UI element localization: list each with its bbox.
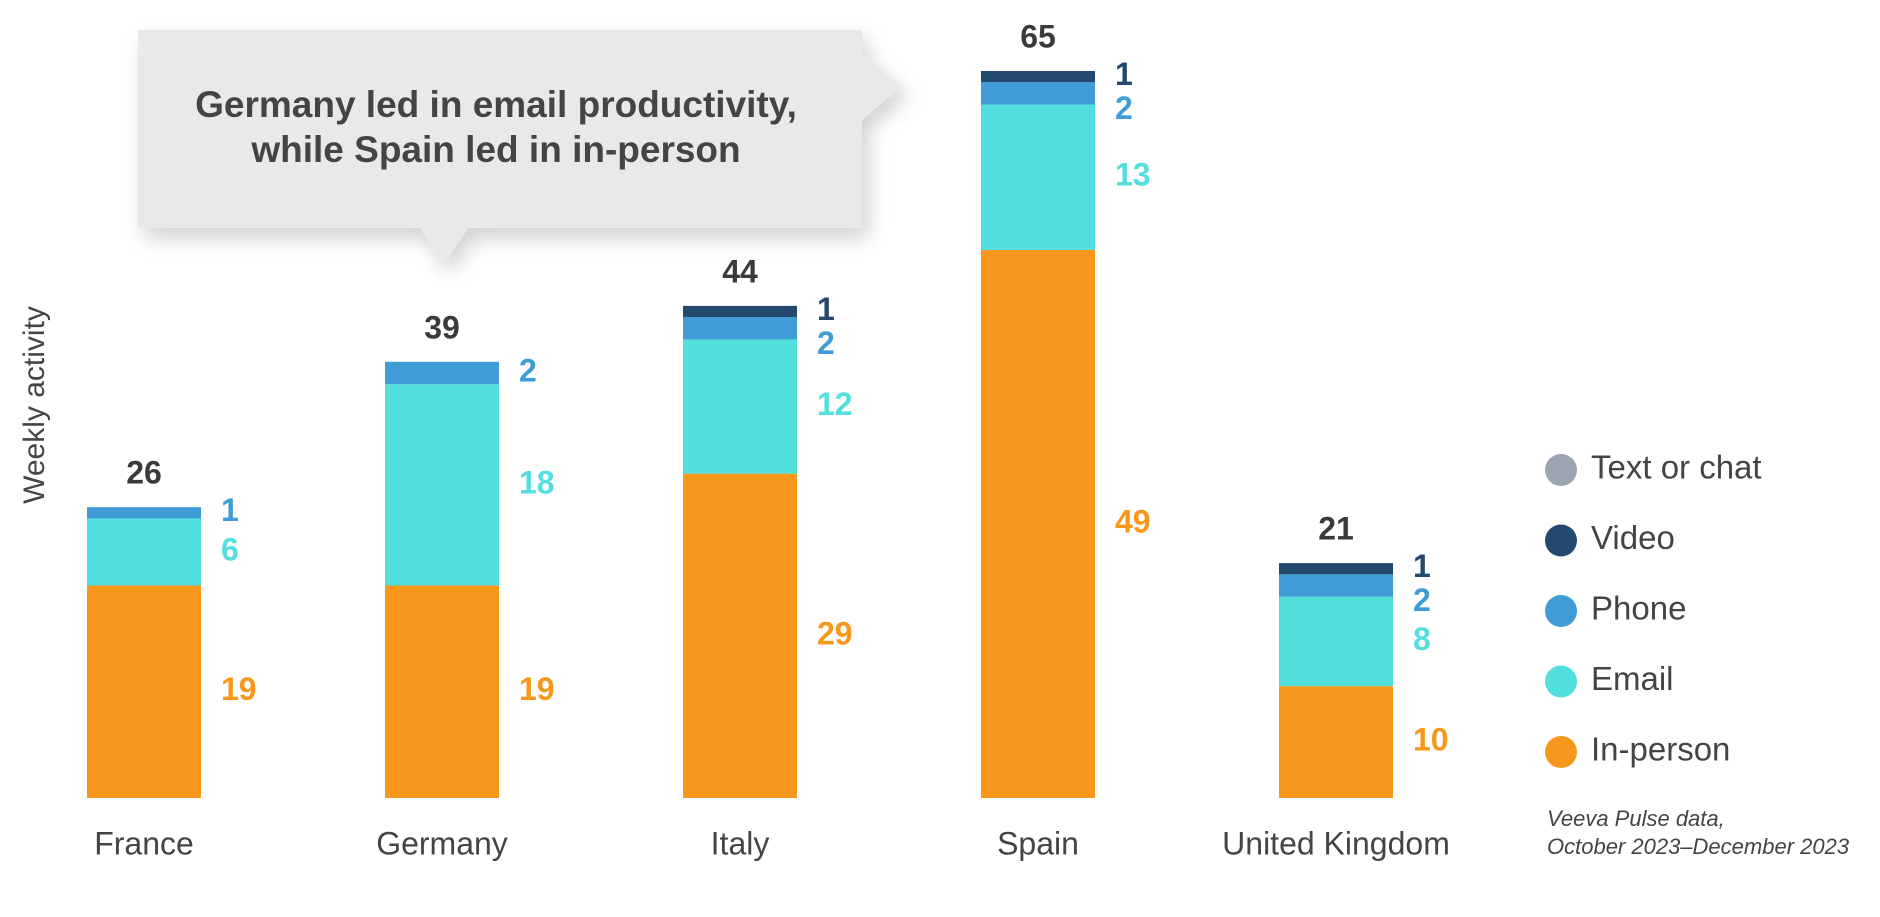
source-note: October 2023–December 2023 <box>1547 834 1850 859</box>
bar-segment <box>87 518 201 586</box>
value-label: 49 <box>1115 503 1151 539</box>
legend-marker <box>1545 595 1577 627</box>
total-label: 44 <box>722 253 758 289</box>
value-label: 2 <box>1115 90 1133 126</box>
bar-segment <box>683 473 797 798</box>
value-label: 2 <box>817 325 835 361</box>
bar-segment <box>385 585 499 798</box>
x-tick-label: United Kingdom <box>1222 825 1450 861</box>
annotation: Germany led in email productivity, <box>195 84 797 125</box>
value-label: 1 <box>1115 56 1133 92</box>
bar-segment <box>385 384 499 586</box>
source-note: Veeva Pulse data, <box>1547 806 1725 831</box>
bar-segment <box>1279 686 1393 798</box>
legend-marker <box>1545 454 1577 486</box>
value-label: 12 <box>817 386 853 422</box>
total-label: 65 <box>1020 18 1056 54</box>
bar-segment <box>981 82 1095 105</box>
bar-segment <box>683 305 797 318</box>
y-axis-label: Weekly activity <box>18 306 51 504</box>
value-label: 19 <box>519 671 555 707</box>
bar-segment <box>1279 563 1393 575</box>
bar-segment <box>981 104 1095 250</box>
value-label: 13 <box>1115 157 1151 193</box>
total-label: 26 <box>126 455 162 491</box>
bar-segment <box>683 339 797 474</box>
legend-marker <box>1545 736 1577 768</box>
annotation: while Spain led in in-person <box>250 129 740 170</box>
value-label: 10 <box>1413 722 1449 758</box>
legend-label: Text or chat <box>1591 449 1762 486</box>
value-label: 18 <box>519 464 555 500</box>
bar-segment <box>1279 596 1393 687</box>
bar-segment <box>385 361 499 385</box>
callout-box <box>138 30 902 264</box>
total-label: 21 <box>1318 511 1354 547</box>
legend-marker <box>1545 524 1577 557</box>
bar-segment <box>981 249 1095 798</box>
value-label: 1 <box>817 291 835 327</box>
bar-segment <box>87 585 201 798</box>
value-label: 29 <box>817 615 853 651</box>
total-label: 39 <box>424 309 460 345</box>
legend-marker <box>1545 665 1577 698</box>
value-label: 2 <box>519 352 537 388</box>
bar-segment <box>683 317 797 340</box>
bar-segment <box>1279 574 1393 597</box>
value-label: 6 <box>221 531 239 567</box>
x-tick-label: Italy <box>711 825 770 861</box>
value-label: 19 <box>221 671 257 707</box>
legend-label: Video <box>1591 519 1675 556</box>
x-tick-label: Germany <box>376 825 508 861</box>
legend-label: Phone <box>1591 590 1686 627</box>
value-label: 8 <box>1413 621 1431 657</box>
x-tick-label: France <box>94 825 194 861</box>
legend-label: Email <box>1591 660 1674 697</box>
legend-label: In-person <box>1591 731 1730 768</box>
value-label: 1 <box>1413 548 1431 584</box>
value-label: 1 <box>221 492 239 528</box>
value-label: 2 <box>1413 582 1431 618</box>
x-tick-label: Spain <box>997 825 1079 861</box>
bar-segment <box>981 71 1095 83</box>
bar-segment <box>87 507 201 519</box>
